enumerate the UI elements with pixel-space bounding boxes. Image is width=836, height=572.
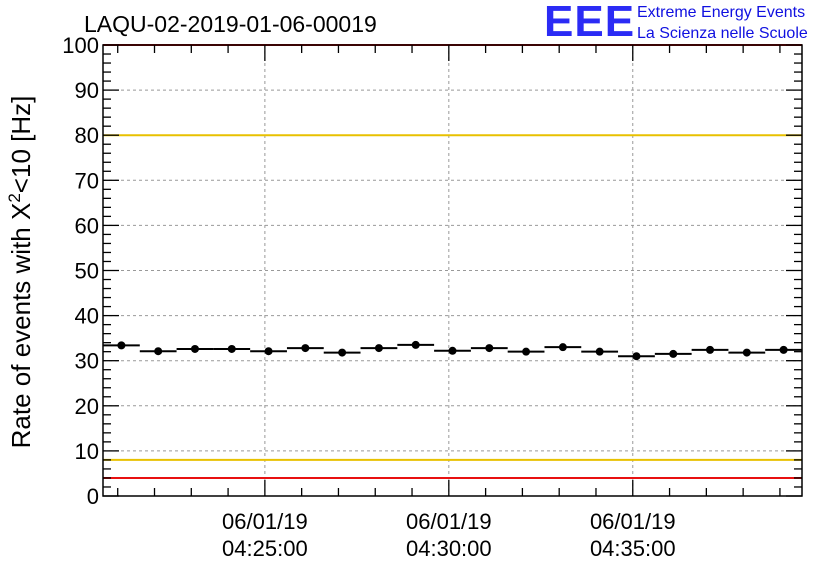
x-tick-label-date: 06/01/19 — [222, 509, 308, 534]
data-point — [558, 343, 567, 352]
data-point — [154, 347, 163, 356]
grid — [103, 45, 802, 496]
x-tick-label-date: 06/01/19 — [406, 509, 492, 534]
data-point — [374, 344, 383, 353]
y-axis-label-main: Rate of events with X — [6, 203, 36, 449]
x-tick-label-time: 04:35:00 — [590, 536, 676, 561]
eee-logo-mark: EEE — [544, 0, 636, 46]
data-point — [595, 347, 604, 356]
data-point — [485, 344, 494, 353]
y-axis-label-sup: 2 — [5, 193, 24, 202]
eee-logo-line2: La Scienza nelle Scuole — [637, 25, 808, 42]
reference-lines — [103, 44, 802, 479]
y-tick-label: 50 — [75, 259, 99, 284]
y-tick-label: 100 — [62, 33, 99, 58]
y-tick-label: 10 — [75, 439, 99, 464]
y-tick-label: 40 — [75, 304, 99, 329]
data-point — [522, 347, 531, 356]
y-tick-label: 0 — [87, 484, 99, 509]
data-point — [117, 341, 126, 350]
data-point — [338, 348, 347, 357]
data-point — [448, 346, 457, 355]
data-point — [779, 345, 788, 354]
data-point — [411, 340, 420, 349]
y-axis-label: Rate of events with X2<10 [Hz] — [5, 96, 36, 449]
y-tick-label: 30 — [75, 349, 99, 374]
data-point — [227, 344, 236, 353]
data-point — [632, 352, 641, 361]
data-point — [301, 344, 310, 353]
axis-labels: 010203040506070809010006/01/1904:25:0006… — [62, 33, 675, 561]
y-tick-label: 20 — [75, 394, 99, 419]
x-tick-label-time: 04:30:00 — [406, 536, 492, 561]
y-axis-label-tail: <10 [Hz] — [6, 96, 36, 194]
eee-logo-line1: Extreme Energy Events — [637, 4, 806, 21]
eee-logo: EEE Extreme Energy Events La Scienza nel… — [544, 0, 834, 46]
data-point — [264, 347, 273, 356]
data-point — [190, 344, 199, 353]
axis-ticks — [103, 44, 802, 497]
data-point — [742, 348, 751, 357]
chart-title: LAQU-02-2019-01-06-00019 — [84, 11, 377, 37]
y-tick-label: 60 — [75, 213, 99, 238]
y-tick-label: 70 — [75, 168, 99, 193]
y-tick-label: 80 — [75, 123, 99, 148]
data-points — [103, 340, 802, 361]
data-point — [669, 349, 678, 358]
x-tick-label-time: 04:25:00 — [222, 536, 308, 561]
y-tick-label: 90 — [75, 78, 99, 103]
x-tick-label-date: 06/01/19 — [590, 509, 676, 534]
data-point — [706, 345, 715, 354]
